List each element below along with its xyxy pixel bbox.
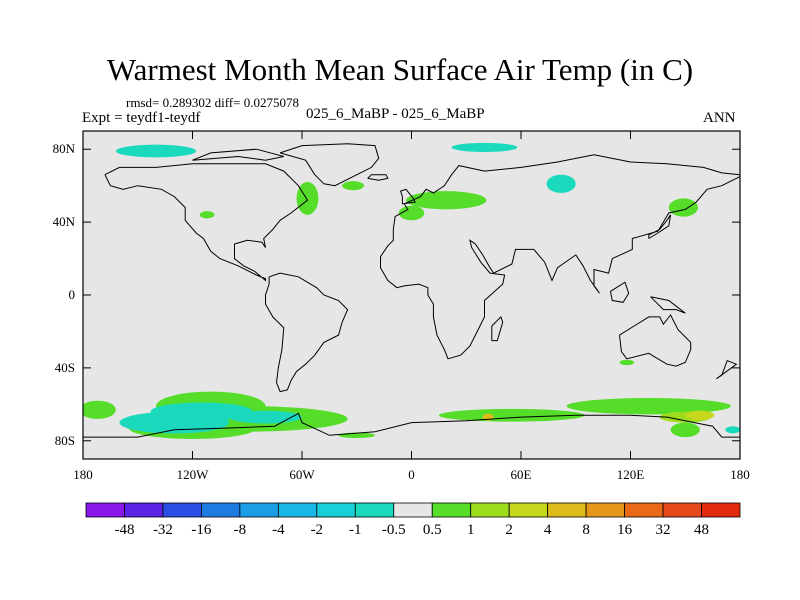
period-label: 025_6_MaBP - 025_6_MaBP [306,106,485,122]
colorbar-box [239,502,279,518]
colorbar-label: -32 [153,522,173,538]
colorbar-box [201,502,241,518]
anomaly-region-western-europe [398,205,425,221]
coastline-new-zealand [716,359,738,380]
colorbar-label: 4 [544,522,552,538]
colorbar-box [547,502,587,518]
anomaly-region-pacific-small [199,211,215,219]
colorbar-label: -8 [234,522,247,538]
colorbar-label: 48 [694,522,709,538]
colorbar-label: -4 [272,522,285,538]
colorbar-label: -0.5 [382,522,406,538]
colorbar-box [470,502,510,518]
coastline-antarctica-outline [83,412,740,438]
colorbar-box [85,502,125,518]
anomaly-region-kamchatka [668,198,699,217]
colorbar-label: 0.5 [423,522,442,538]
colorbar-box [431,502,472,518]
anomaly-region-antarctic-green [670,422,700,438]
anomaly-region-siberia [546,174,576,193]
colorbar-label: 1 [467,522,475,538]
y-tick-label: 80S [55,433,75,448]
y-tick-label: 0 [69,287,76,302]
colorbar-box [585,502,625,518]
x-tick-label: 120W [177,467,210,482]
coastline-new-guinea [650,296,686,314]
chart-title: Warmest Month Mean Surface Air Temp (in … [106,52,694,87]
colorbar-box [662,502,702,518]
coastline-borneo [609,281,630,303]
coastline-japan [648,214,672,239]
x-tick-label: 60W [289,467,315,482]
coastline-greenland [279,143,380,187]
anomaly-region-ross-yellow [685,410,715,420]
coastline-south-america [265,272,349,393]
coastline-north-america [104,163,309,282]
x-tick-label: 60E [511,467,532,482]
colorbar-box [701,502,741,518]
y-tick-label: 40S [55,360,75,375]
coastline-madagascar [491,315,504,342]
anomaly-region-greenland-sea [451,142,518,152]
anomaly-region-arctic-canada [115,144,197,158]
x-tick-label: 0 [408,467,415,482]
anomaly-region-greenland-south [342,181,365,191]
colorbar-box [124,502,164,518]
anomaly-region-southern-ocean-east-2 [566,397,731,415]
colorbar-label: 8 [582,522,590,538]
anomaly-region-dateline-south [83,400,116,419]
anomaly-region-australia [619,359,635,366]
y-tick-label: 80N [53,141,76,156]
anomaly-region-south-pacific-cyan-3 [229,410,302,424]
experiment-label: Expt = teydf1-teydf [82,110,201,126]
anomaly-region-south-pacific-cyan-2 [119,411,229,434]
coastline-eurasia-africa [380,154,740,360]
coastline-uk [399,188,416,205]
coastline-iceland [367,174,389,181]
colorbar-label: 32 [656,522,671,538]
colorbar-box [162,502,202,518]
anomaly-region-southern-ocean-east [438,408,585,422]
colorbar-label: 16 [617,522,633,538]
colorbar-box [393,502,433,518]
colorbar-box [316,502,356,518]
coastline-arctic-islands [192,148,284,161]
colorbar-label: -48 [114,522,134,538]
anomaly-region-east-cyan [725,426,740,434]
colorbar-label: -16 [191,522,211,538]
colorbar-box [508,502,549,518]
anomaly-region-north-atlantic [406,191,487,210]
stats-label: rmsd= 0.289302 diff= 0.0275078 [126,95,299,110]
season-label: ANN [703,110,736,126]
y-tick-label: 40N [53,214,76,229]
colorbar-label: -2 [311,522,324,538]
anomaly-region-hudson-bay [296,182,319,215]
x-tick-label: 180 [730,467,750,482]
coastline-australia-outline [619,314,692,367]
x-tick-label: 180 [73,467,93,482]
colorbar-box [354,502,395,518]
x-tick-label: 120E [617,467,645,482]
colorbar-label: 2 [505,522,513,538]
colorbar-box [277,502,318,518]
colorbar-label: -1 [349,522,362,538]
colorbar-box [624,502,664,518]
